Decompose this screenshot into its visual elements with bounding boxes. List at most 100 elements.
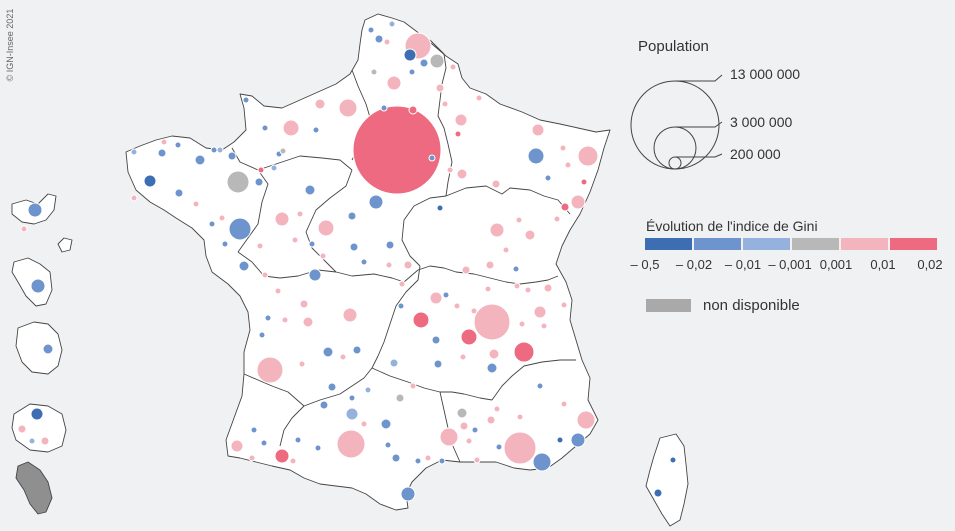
city-bubble: [274, 448, 290, 464]
city-bubble: [174, 141, 182, 149]
city-bubble: [532, 452, 552, 472]
city-bubble: [261, 124, 269, 132]
city-bubble: [298, 360, 306, 368]
city-bubble: [312, 126, 320, 134]
city-bubble: [543, 283, 553, 293]
city-bubble: [349, 242, 359, 252]
city-bubble: [221, 240, 229, 248]
population-legend-circle: [653, 126, 697, 170]
population-legend-leader: [675, 74, 723, 82]
city-bubble: [347, 211, 357, 221]
city-bubble: [436, 204, 444, 212]
city-bubble: [503, 431, 537, 465]
city-bubble: [304, 184, 316, 196]
city-bubble: [400, 486, 416, 502]
city-bubble: [502, 246, 510, 254]
gini-class-4-swatch: [792, 238, 839, 250]
city-bubble: [368, 194, 384, 210]
city-bubble: [314, 444, 322, 452]
not-available-label: non disponible: [703, 297, 800, 314]
city-bubble: [473, 456, 481, 464]
mayotte-outline: [15, 461, 53, 515]
reunion-outline: [11, 403, 67, 453]
city-bubble: [250, 426, 258, 434]
city-bubble: [296, 210, 304, 218]
city-bubble: [456, 407, 468, 419]
city-bubble: [360, 420, 368, 428]
city-bubble: [299, 299, 309, 309]
gini-legend-title: Évolution de l'indice de Gini: [646, 218, 818, 234]
city-bubble: [516, 413, 524, 421]
city-bubble: [459, 421, 469, 431]
city-bubble: [370, 68, 378, 76]
city-bubble: [669, 456, 677, 464]
city-bubble: [385, 240, 395, 250]
city-bubble: [389, 358, 399, 368]
city-bubble: [345, 407, 359, 421]
city-bubble: [384, 441, 392, 449]
corsica-outline: [645, 433, 689, 527]
city-bubble: [230, 439, 244, 453]
city-bubble: [238, 260, 250, 272]
city-bubble: [352, 345, 362, 355]
city-bubble: [279, 147, 287, 155]
city-bubble: [327, 382, 337, 392]
city-bubble: [367, 26, 375, 34]
city-bubble: [553, 215, 561, 223]
city-bubble: [40, 436, 50, 446]
city-bubble: [336, 429, 366, 459]
city-bubble: [441, 100, 449, 108]
city-bubble: [342, 307, 358, 323]
city-bubble: [515, 216, 523, 224]
city-bubble: [475, 94, 483, 102]
city-bubble: [380, 104, 388, 112]
population-legend-circle: [668, 156, 682, 170]
city-bubble: [308, 240, 316, 248]
city-bubble: [527, 147, 545, 165]
city-bubble: [435, 83, 445, 93]
city-bubble: [540, 322, 548, 330]
city-bubble: [460, 328, 478, 346]
city-bubble: [397, 302, 405, 310]
city-bubble: [216, 146, 224, 154]
city-bubble: [291, 236, 299, 244]
gini-class-1-swatch: [645, 238, 692, 250]
city-bubble: [524, 286, 532, 294]
city-bubble: [385, 261, 393, 269]
gini-class-5-swatch: [841, 238, 888, 250]
city-bubble: [264, 314, 272, 322]
city-bubble: [383, 38, 391, 46]
city-bubble: [570, 194, 586, 210]
city-bubble: [456, 168, 468, 180]
city-bubble: [227, 151, 237, 161]
city-bubble: [486, 415, 496, 425]
city-bubble: [380, 418, 392, 430]
population-legend-circles: [630, 74, 723, 170]
city-bubble: [414, 457, 422, 465]
city-bubble: [338, 98, 358, 118]
gini-class-2-swatch: [694, 238, 741, 250]
city-bubble: [491, 179, 501, 189]
city-bubble: [192, 200, 200, 208]
city-bubble: [560, 301, 568, 309]
city-bubble: [486, 362, 498, 374]
city-bubble: [454, 130, 462, 138]
city-bubble: [261, 271, 269, 279]
city-bubble: [314, 98, 326, 110]
city-bubble: [488, 348, 500, 360]
city-bubble: [386, 75, 402, 91]
population-legend-label-small: 200 000: [730, 146, 781, 162]
city-bubble: [576, 410, 596, 430]
city-bubble: [130, 194, 138, 202]
guadeloupe-east-outline: [57, 237, 73, 253]
city-bubble: [438, 457, 446, 465]
gini-tick-label: – 0,5: [630, 257, 660, 272]
city-bubble: [317, 219, 335, 237]
city-bubble: [429, 53, 445, 69]
mainland-france-outline: [125, 13, 611, 511]
city-bubble: [489, 222, 505, 238]
city-bubble: [17, 424, 27, 434]
city-bubble: [559, 144, 567, 152]
city-bubble: [536, 382, 544, 390]
